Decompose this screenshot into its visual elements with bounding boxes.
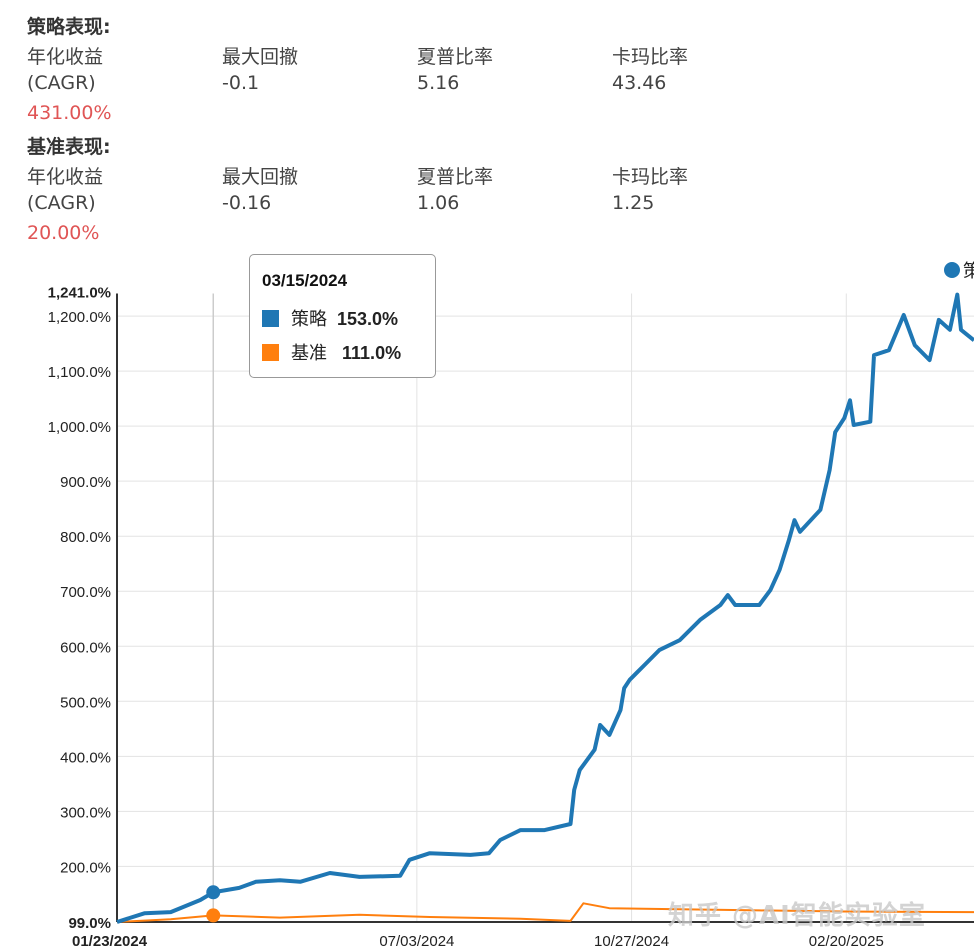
x-tick-label: 02/20/2025 — [809, 933, 884, 950]
label-calmar: 卡玛比率 — [612, 166, 689, 188]
legend-label: 策 — [963, 261, 974, 282]
y-tick-label: 900.0% — [60, 474, 111, 491]
tooltip-series-value: 111.0% — [342, 343, 402, 363]
label-cagr: 年化收益 — [27, 46, 104, 68]
sharpe-value: 5.16 — [417, 72, 460, 94]
tooltip-item-benchmark: 基准 111.0% — [262, 339, 401, 365]
drawdown-value: -0.16 — [222, 192, 272, 214]
label-sharpe: 夏普比率 — [417, 166, 494, 188]
y-tick-label: 300.0% — [60, 804, 111, 821]
tooltip: 03/15/2024 策略 153.0% 基准 111.0% — [249, 254, 436, 378]
drawdown-value: -0.1 — [222, 72, 260, 94]
swatch-icon — [262, 310, 279, 327]
label-sharpe: 夏普比率 — [417, 46, 494, 68]
label-drawdown: 最大回撤 — [222, 166, 299, 188]
calmar-value: 43.46 — [612, 72, 667, 94]
y-tick-label: 600.0% — [60, 639, 111, 656]
cagr-label: (CAGR) — [27, 192, 96, 214]
tooltip-series-name: 基准 — [291, 343, 327, 363]
tooltip-date: 03/15/2024 — [262, 271, 348, 290]
y-tick-label: 800.0% — [60, 529, 111, 546]
series-line-benchmark — [116, 902, 974, 923]
cagr-label: (CAGR) — [27, 72, 96, 94]
x-tick-label: 07/03/2024 — [379, 933, 454, 950]
y-tick-label: 1,200.0% — [48, 309, 111, 326]
label-cagr: 年化收益 — [27, 166, 104, 188]
y-tick-label: 1,000.0% — [48, 419, 111, 436]
calmar-value: 1.25 — [612, 192, 655, 214]
y-tick-label: 700.0% — [60, 584, 111, 601]
x-tick-label: 01/23/2024 — [72, 933, 148, 950]
watermark: 知乎 @AI智能实验室 — [668, 901, 926, 931]
hover-point — [206, 885, 221, 900]
label-calmar: 卡玛比率 — [612, 46, 689, 68]
y-tick-label: 1,100.0% — [48, 364, 111, 381]
y-tick-label: 99.0% — [68, 915, 111, 932]
y-tick-label: 1,241.0% — [48, 285, 111, 302]
label-drawdown: 最大回撤 — [222, 46, 299, 68]
y-tick-label: 400.0% — [60, 749, 111, 766]
tooltip-series-name: 策略 — [291, 309, 327, 329]
benchmark-title: 基准表现: — [27, 136, 111, 158]
tooltip-series-value: 153.0% — [337, 309, 399, 329]
benchmark-cagr: 20.00% — [27, 222, 100, 244]
x-tick-label: 10/27/2024 — [594, 933, 669, 950]
tooltip-item-strategy: 策略 153.0% — [262, 305, 398, 331]
series-line-strategy — [116, 292, 974, 924]
strategy-cagr: 431.00% — [27, 102, 112, 124]
legend-dot-icon — [944, 262, 960, 278]
sharpe-value: 1.06 — [417, 192, 460, 214]
hover-point — [206, 908, 221, 923]
y-tick-label: 500.0% — [60, 694, 111, 711]
y-tick-label: 200.0% — [60, 859, 111, 876]
swatch-icon — [262, 344, 279, 361]
strategy-title: 策略表现: — [27, 16, 111, 38]
